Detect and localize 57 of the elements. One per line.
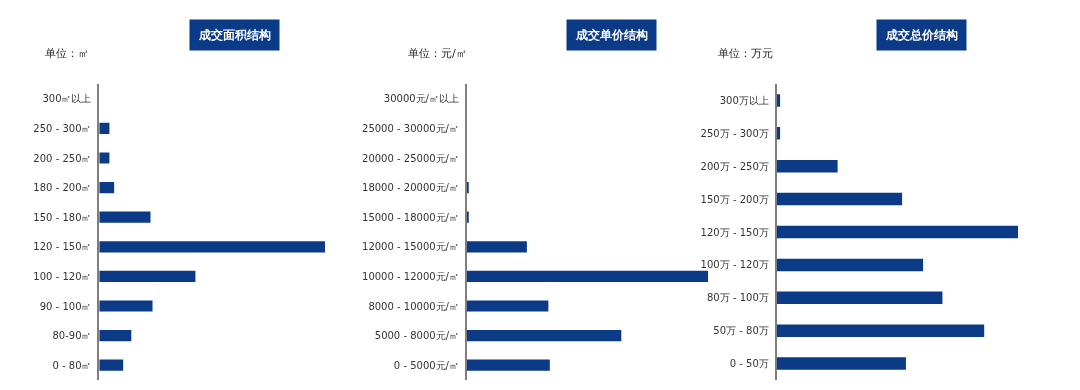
bar: [466, 300, 549, 312]
y-tick-label: 0 - 50万: [729, 358, 769, 370]
y-tick-label: 200万 - 250万: [700, 160, 769, 172]
y-tick-label: 90 - 100㎡: [39, 300, 92, 312]
bar: [99, 359, 124, 371]
bar: [99, 241, 325, 253]
bar: [776, 291, 943, 305]
bar: [99, 152, 110, 164]
chart-title: 成交面积结构: [198, 28, 271, 42]
y-tick-label: 300㎡以上: [42, 93, 92, 105]
bar: [776, 324, 985, 337]
y-tick-label: 150万 - 200万: [700, 193, 769, 205]
bar: [466, 270, 709, 283]
chart-title: 成交总价结构: [885, 28, 958, 42]
bar: [99, 211, 151, 223]
y-tick-label: 18000 - 20000元/㎡: [362, 182, 459, 194]
chart-title: 成交单价结构: [575, 28, 648, 42]
y-tick-label: 250 - 300㎡: [33, 122, 92, 134]
bar: [99, 181, 115, 194]
bar: [776, 357, 906, 370]
bar: [776, 258, 924, 272]
y-tick-label: 25000 - 30000元/㎡: [362, 122, 459, 134]
y-tick-label: 0 - 5000元/㎡: [393, 359, 459, 371]
chart-subtitle: 单位：㎡: [45, 47, 89, 60]
y-tick-label: 5000 - 8000元/㎡: [374, 330, 459, 342]
y-tick-label: 150 - 180㎡: [33, 211, 92, 223]
y-tick-label: 80-90㎡: [52, 330, 92, 342]
bar: [466, 241, 527, 253]
chart-subtitle: 单位：元/㎡: [408, 47, 467, 60]
y-tick-label: 0 - 80㎡: [52, 359, 92, 371]
y-tick-label: 100万 - 120万: [700, 259, 769, 271]
bar: [99, 270, 196, 283]
y-tick-label: 10000 - 12000元/㎡: [362, 270, 459, 282]
bar: [466, 211, 469, 223]
chart-subtitle: 单位：万元: [718, 47, 773, 60]
bar: [776, 192, 903, 206]
y-tick-label: 8000 - 10000元/㎡: [368, 300, 459, 312]
y-tick-label: 120万 - 150万: [700, 226, 769, 238]
y-tick-label: 50万 - 80万: [713, 325, 769, 337]
bar: [99, 300, 153, 312]
y-tick-label: 300万以上: [719, 94, 769, 106]
y-tick-label: 80万 - 100万: [706, 292, 769, 304]
y-tick-label: 250万 - 300万: [700, 127, 769, 139]
bar: [466, 329, 622, 342]
y-tick-label: 120 - 150㎡: [33, 241, 92, 253]
y-tick-label: 30000元/㎡以上: [383, 93, 459, 105]
bar: [466, 359, 550, 371]
bar: [776, 159, 838, 173]
y-tick-label: 180 - 200㎡: [33, 182, 92, 194]
y-tick-label: 20000 - 25000元/㎡: [362, 152, 459, 164]
bar: [776, 225, 1018, 239]
bar: [466, 181, 469, 194]
y-tick-label: 100 - 120㎡: [33, 270, 92, 282]
y-tick-label: 12000 - 15000元/㎡: [362, 241, 459, 253]
bar: [99, 329, 132, 342]
y-tick-label: 200 - 250㎡: [33, 152, 92, 164]
y-tick-label: 15000 - 18000元/㎡: [362, 211, 459, 223]
